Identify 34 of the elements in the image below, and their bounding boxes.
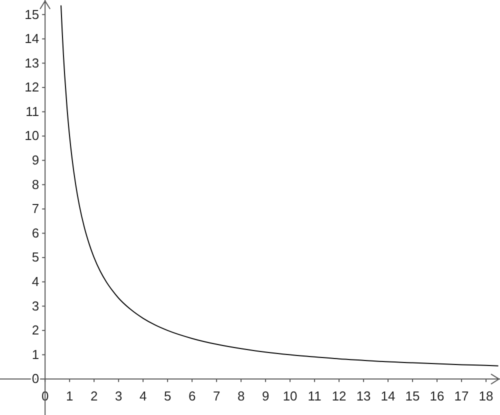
y-tick-label: 11	[26, 104, 40, 119]
line-series	[60, 4, 499, 366]
x-tick-label: 14	[380, 388, 396, 404]
x-tick-label: 17	[454, 388, 469, 404]
x-tick-label: 16	[430, 388, 444, 404]
x-tick-label: 9	[262, 388, 270, 404]
y-tick-label: 9	[32, 152, 40, 168]
y-tick-label: 14	[24, 31, 40, 46]
y-tick-label: 3	[32, 298, 40, 314]
x-tick-label: 6	[188, 388, 196, 404]
x-tick-label: 8	[237, 388, 245, 404]
x-tick-label: 13	[356, 388, 371, 404]
y-tick-label: 2	[32, 322, 40, 338]
x-tick-label: 11	[308, 388, 322, 404]
y-tick-label: 13	[24, 55, 40, 70]
y-tick-label: 7	[32, 201, 40, 216]
y-tick-label: 10	[24, 128, 40, 144]
x-tick-label: 15	[405, 388, 420, 404]
y-tick-label: 1	[32, 346, 40, 362]
x-tick-label: 4	[139, 388, 147, 404]
x-tick-label: 3	[114, 388, 122, 404]
y-tick-label: 4	[32, 274, 40, 290]
x-tick-label: 2	[90, 388, 98, 404]
y-tick-label: 8	[32, 176, 40, 192]
x-tick-label: 12	[332, 388, 346, 404]
x-tick-label: 18	[478, 388, 494, 404]
y-tick-label: 5	[32, 250, 40, 265]
y-tick-label: 6	[32, 225, 40, 240]
y-tick-label: 15	[24, 6, 40, 22]
x-tick-label: 7	[212, 388, 220, 404]
x-tick-label: 5	[164, 388, 172, 404]
y-tick-label: 12	[24, 80, 40, 95]
x-tick-label: 10	[282, 388, 298, 404]
x-tick-label: 1	[66, 388, 74, 404]
